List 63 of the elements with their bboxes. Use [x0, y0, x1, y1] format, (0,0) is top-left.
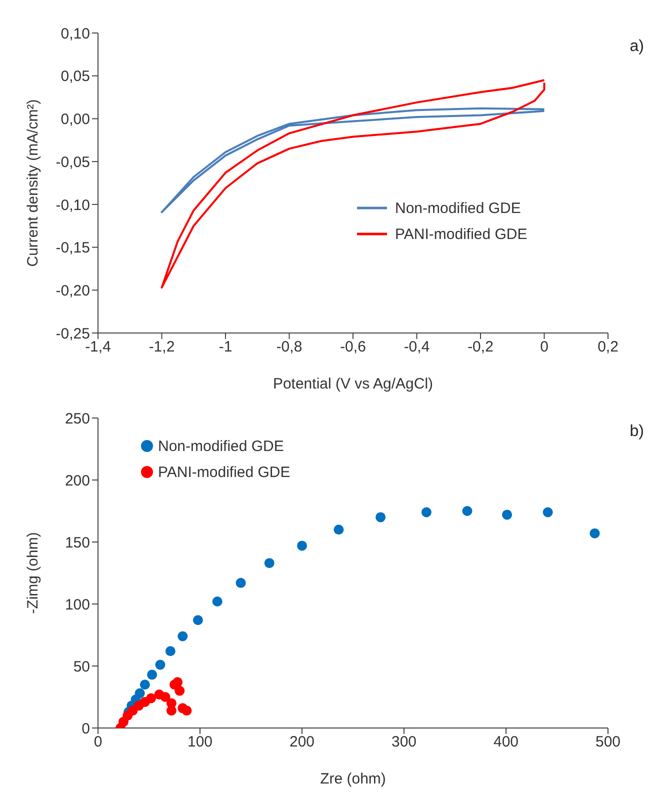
- x-tick-label: 100: [187, 734, 213, 751]
- y-tick-label: -0,05: [56, 154, 90, 171]
- text: b): [630, 423, 644, 441]
- y-tick-label: 200: [64, 472, 90, 490]
- legend-label: PANI-modified GDE: [395, 226, 528, 242]
- y-tick-label: -0,20: [56, 282, 90, 300]
- y-tick-label: 100: [64, 596, 90, 614]
- line-series: [160, 107, 546, 214]
- point: [140, 680, 150, 690]
- x-axis-title: Potential (V vs Ag/AgCl): [272, 376, 434, 393]
- y-axis-title: Current density (mA/cm²): [24, 99, 42, 267]
- point: [165, 646, 176, 656]
- y-tick-label: 250: [64, 410, 90, 428]
- point: [334, 524, 344, 535]
- y-tick-label: 50: [73, 658, 90, 676]
- point: [178, 631, 188, 642]
- x-tick-label: -1,2: [148, 338, 175, 356]
- point: [376, 512, 386, 522]
- legend-label: Non-modified GDE: [158, 438, 284, 454]
- text: a): [630, 38, 644, 56]
- x-axis-title: Zre (ohm): [320, 770, 386, 788]
- y-tick-label: 0,05: [60, 68, 90, 86]
- x-tick-label: 500: [595, 734, 621, 751]
- point: [421, 507, 432, 518]
- x-tick-label: -0,2: [468, 338, 494, 356]
- y-tick-label: -0,15: [56, 240, 90, 257]
- legend-label: Non-modified GDE: [395, 200, 521, 216]
- x-tick-label: 400: [493, 734, 519, 751]
- point: [462, 506, 472, 516]
- point: [146, 693, 156, 704]
- x-tick-label: 0: [94, 734, 102, 751]
- point: [502, 510, 512, 520]
- point: [236, 578, 246, 588]
- legend-label: PANI-modified GDE: [158, 464, 290, 480]
- y-tick-label: -0,10: [56, 196, 90, 214]
- point: [212, 596, 222, 607]
- point: [172, 677, 183, 688]
- x-tick-label: -1: [218, 338, 232, 356]
- x-tick-label: 0,2: [598, 338, 618, 356]
- x-tick-label: 200: [289, 734, 315, 751]
- y-tick-label: 0,10: [60, 25, 90, 42]
- point: [160, 692, 170, 702]
- point: [174, 686, 185, 696]
- point: [134, 688, 145, 698]
- point: [264, 558, 274, 568]
- y-tick-label: 150: [64, 534, 90, 552]
- point: [542, 507, 553, 518]
- point: [192, 615, 203, 626]
- point: [590, 528, 600, 538]
- x-tick-label: 300: [391, 734, 417, 751]
- x-tick-label: -0,6: [340, 338, 366, 356]
- point: [182, 706, 192, 716]
- x-tick-label: -0,4: [404, 338, 430, 356]
- point: [147, 670, 158, 680]
- y-axis-title: -Zimg (ohm): [24, 532, 42, 614]
- line-series: [160, 79, 546, 289]
- point: [297, 540, 307, 551]
- x-tick-label: 0: [540, 338, 548, 356]
- y-tick-label: 0: [82, 720, 90, 738]
- point: [155, 660, 166, 670]
- point: [166, 706, 176, 716]
- x-tick-label: -0,8: [276, 338, 302, 356]
- y-tick-label: 0,00: [60, 111, 90, 128]
